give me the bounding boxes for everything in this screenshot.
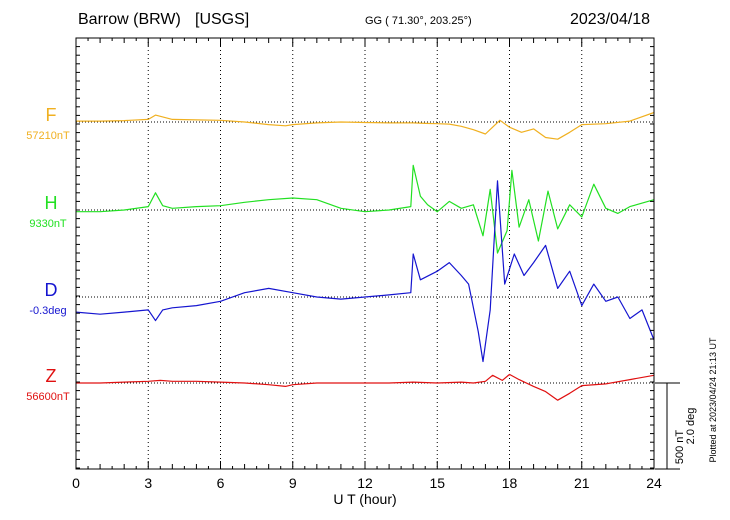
x-axis-label: U T (hour) xyxy=(333,491,396,507)
series-name-Z: Z xyxy=(46,366,57,386)
scale-bar-nt-label: 500 nT xyxy=(674,430,686,465)
scale-bar: 500 nT 2.0 deg xyxy=(655,382,697,470)
series-labels: F 57210nT H 9330nT D -0.3deg Z 56600nT xyxy=(26,105,70,403)
x-tick-label-12: 12 xyxy=(357,475,373,491)
x-tick-label-21: 21 xyxy=(574,475,590,491)
x-tick-labels: 0 3 6 9 12 15 18 21 24 xyxy=(72,475,662,491)
station-title: Barrow (BRW) xyxy=(78,11,181,28)
series-baseline-F: 57210nT xyxy=(26,130,70,142)
source-label: [USGS] xyxy=(195,11,250,28)
x-tick-label-6: 6 xyxy=(217,475,225,491)
series-line-D xyxy=(75,180,655,363)
plotted-note: Plotted at 2023/04/24 21:13 UT xyxy=(708,337,718,463)
x-tick-label-15: 15 xyxy=(429,475,445,491)
date-label: 2023/04/18 xyxy=(570,11,651,28)
series-line-F xyxy=(76,111,655,140)
baselines xyxy=(76,121,654,384)
series-name-D: D xyxy=(45,280,58,300)
series-line-H xyxy=(76,164,655,254)
series-name-F: F xyxy=(46,105,57,125)
coords-label: GG ( 71.30°, 203.25°) xyxy=(365,15,472,27)
x-tick-label-18: 18 xyxy=(502,475,518,491)
x-tick-label-0: 0 xyxy=(72,475,80,491)
x-tick-label-24: 24 xyxy=(646,475,662,491)
series-baseline-H: 9330nT xyxy=(29,218,67,230)
series-name-H: H xyxy=(45,193,58,213)
scale-bar-deg-label: 2.0 deg xyxy=(685,408,697,445)
series-baseline-D: -0.3deg xyxy=(29,305,66,317)
series-line-Z xyxy=(76,373,655,401)
grid-lines xyxy=(147,38,583,469)
series-group xyxy=(75,111,655,401)
axis-ticks xyxy=(75,38,655,469)
x-tick-label-9: 9 xyxy=(289,475,297,491)
series-baseline-Z: 56600nT xyxy=(26,391,70,403)
x-tick-label-3: 3 xyxy=(144,475,152,491)
